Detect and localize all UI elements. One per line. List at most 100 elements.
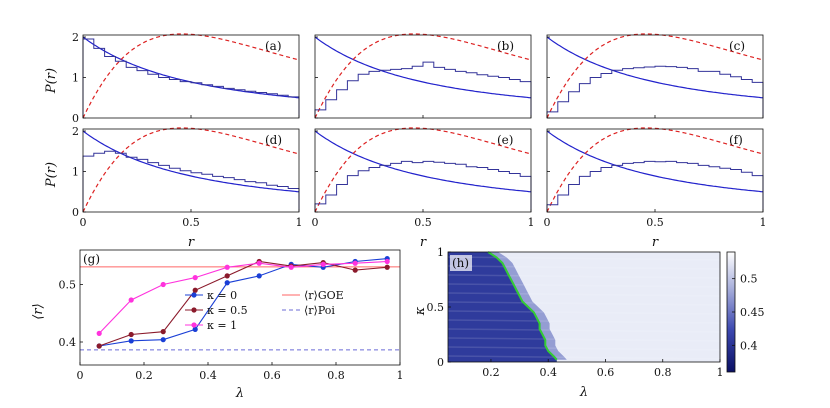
x-axis-label: r (420, 235, 427, 250)
y-axis-label: P(r) (44, 162, 59, 188)
panel-b: (b) (314, 33, 532, 119)
y-tick-label: 1 (437, 246, 444, 259)
data-point (128, 297, 134, 303)
goe-curve (546, 33, 764, 119)
colorbar-tick-label: 0.45 (740, 306, 765, 319)
legend: κ = 0 ⟨r⟩GOE κ = 0.5 ⟨r⟩Poi κ = 1 (185, 289, 344, 332)
x-tick-label: 0.2 (135, 369, 153, 382)
histogram (546, 65, 764, 118)
x-tick-label: 0 (80, 216, 87, 229)
data-point (160, 337, 166, 343)
x-tick-label: 1 (528, 216, 535, 229)
x-tick-label: 1 (760, 216, 767, 229)
y-tick-label: 1 (72, 166, 79, 179)
x-tick-label: 0.2 (482, 366, 500, 379)
phase-boundary-line (487, 251, 558, 361)
histogram (546, 160, 764, 212)
panel-label: (e) (497, 133, 513, 147)
x-tick-label: 0.4 (199, 369, 217, 382)
panel-label: (c) (729, 39, 745, 53)
x-tick-label: 0.6 (263, 369, 281, 382)
y-axis-label: κ (413, 306, 428, 316)
y-tick-label: 0.5 (427, 301, 445, 314)
texture-line (447, 283, 721, 288)
data-point (160, 281, 166, 288)
poisson-curve (546, 130, 764, 193)
x-tick-label: 0.5 (182, 216, 200, 229)
x-axis-label: λ (579, 385, 588, 400)
x-tick-label: 0 (544, 216, 551, 229)
panel-c: (c) (546, 33, 764, 119)
y-tick-label: 0 (72, 206, 79, 219)
poisson-curve (314, 130, 532, 193)
legend-marker (191, 307, 197, 313)
y-axis-label: ⟨r⟩ (31, 303, 46, 319)
data-point (192, 275, 198, 281)
legend-label: κ = 1 (207, 319, 237, 332)
data-point (384, 264, 390, 270)
panel-label: (g) (83, 252, 100, 266)
series-line (98, 260, 388, 334)
panel-f: 0 0.5 1 (f) (544, 127, 767, 229)
data-point (352, 267, 358, 273)
x-tick-label: 0.5 (414, 216, 432, 229)
ergodic-low-region (448, 252, 557, 362)
panel-e: 0 0.5 1 (e) (312, 127, 535, 229)
data-point (352, 260, 358, 266)
data-point (128, 338, 134, 344)
panel-a: 0 1 2 (a) P(r) (44, 31, 300, 125)
colorbar: 0.4 0.45 0.5 (726, 251, 765, 373)
histogram (82, 38, 300, 118)
panel-h: 0.2 0.4 0.6 0.8 1 0 0.5 1 (h) λ κ 0.4 0.45 0.5 (413, 246, 765, 400)
histogram (314, 61, 532, 118)
texture-line (447, 355, 721, 360)
panel-g: 0 0.2 0.4 0.6 0.8 10.40.5(g)λ⟨r⟩κ = 0 ⟨r⟩GOEκ … (31, 249, 404, 401)
data-point (224, 280, 230, 286)
y-tick-label: 0 (72, 112, 79, 125)
goe-curve (82, 127, 300, 213)
x-tick-label: 0.4 (539, 366, 557, 379)
x-axis-label: λ (235, 386, 244, 401)
data-point (384, 258, 390, 265)
legend-label: κ = 0 (207, 289, 237, 302)
series-line (99, 258, 388, 347)
texture-line (447, 328, 721, 333)
texture-line (447, 301, 721, 306)
panel-label: (d) (265, 133, 282, 147)
histogram (314, 160, 532, 212)
texture-line (447, 256, 721, 261)
x-tick-label: 0.5 (646, 216, 664, 229)
poisson-curve (546, 36, 764, 99)
colorbar-tick-label: 0.5 (740, 273, 758, 286)
goe-curve (82, 33, 300, 119)
y-tick-label: 2 (72, 31, 79, 44)
data-point (256, 260, 262, 266)
texture-line (447, 292, 721, 297)
colorbar-tick-label: 0.4 (740, 339, 758, 352)
legend-label: κ = 0.5 (207, 304, 248, 317)
x-tick-label: 0.8 (327, 369, 345, 382)
legend-label: ⟨r⟩GOE (304, 289, 344, 302)
poisson-curve (82, 130, 300, 193)
data-point (224, 264, 230, 270)
y-tick-label: 0.4 (59, 336, 77, 349)
data-point (128, 331, 134, 338)
axes-frame (79, 249, 401, 366)
x-tick-label: 0 (312, 216, 319, 229)
texture-line (447, 310, 721, 315)
panel-label-box: (h) (450, 255, 472, 271)
y-tick-label: 2 (72, 125, 79, 138)
panel-label: (b) (497, 39, 514, 53)
goe-curve (546, 127, 764, 213)
series-line (99, 260, 388, 347)
texture-line (447, 346, 721, 351)
texture-line (447, 337, 721, 342)
y-tick-label: 0.5 (59, 279, 77, 292)
x-axis-label: r (652, 235, 659, 250)
texture-line (447, 319, 721, 324)
x-axis-label: r (188, 235, 195, 250)
legend-label: ⟨r⟩Poi (304, 304, 335, 317)
data-point (160, 329, 166, 335)
panel-label: (f) (729, 133, 743, 147)
data-point (96, 343, 102, 349)
